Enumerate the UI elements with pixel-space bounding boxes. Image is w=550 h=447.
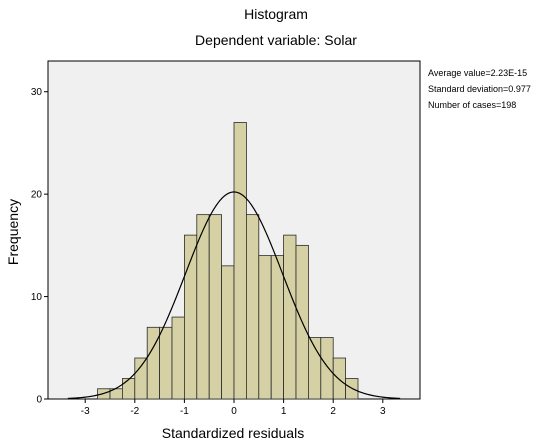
histogram-bar [332, 357, 347, 400]
histogram-bar [159, 326, 173, 400]
x-tick-label: -1 [180, 406, 189, 417]
chart-title: Histogram [244, 6, 308, 22]
y-tick-label: 0 [36, 395, 42, 406]
x-tick-label: -3 [81, 406, 90, 417]
y-axis-ticks: 0 10 20 30 [31, 87, 48, 406]
y-axis-label: Frequency [5, 199, 21, 265]
histogram-bar [283, 234, 297, 400]
chart-subtitle: Dependent variable: Solar [195, 32, 357, 48]
histogram-bar [258, 255, 272, 400]
x-tick-label: 1 [281, 406, 287, 417]
stat-mean: Average value=2.23E-15 [428, 68, 527, 78]
histogram-bar [233, 122, 247, 400]
statistics-legend: Average value=2.23E-15 Standard deviatio… [428, 68, 531, 110]
histogram-bar [245, 214, 260, 400]
histogram-bar [171, 316, 185, 400]
histogram-bar [221, 265, 235, 400]
x-tick-label: 3 [380, 406, 386, 417]
y-tick-label: 30 [31, 87, 43, 98]
histogram-bar [134, 357, 148, 400]
y-tick-label: 20 [31, 190, 43, 201]
stat-std-dev: Standard deviation=0.977 [428, 84, 531, 94]
histogram-bar [320, 337, 334, 400]
histogram-bar [270, 255, 285, 400]
stat-n: Number of cases=198 [428, 100, 516, 110]
x-axis-ticks: -3 -2 -1 0 1 2 3 [81, 399, 386, 417]
x-tick-label: 0 [231, 406, 237, 417]
x-tick-label: 2 [330, 406, 336, 417]
normal-curve [67, 191, 401, 400]
histogram-bar [208, 214, 222, 400]
y-tick-label: 10 [31, 292, 43, 303]
x-tick-label: -2 [130, 406, 139, 417]
histogram-bar [196, 214, 210, 400]
x-axis-label: Standardized residuals [162, 425, 304, 441]
histogram-bar [122, 378, 136, 400]
histogram-bars [97, 122, 359, 400]
